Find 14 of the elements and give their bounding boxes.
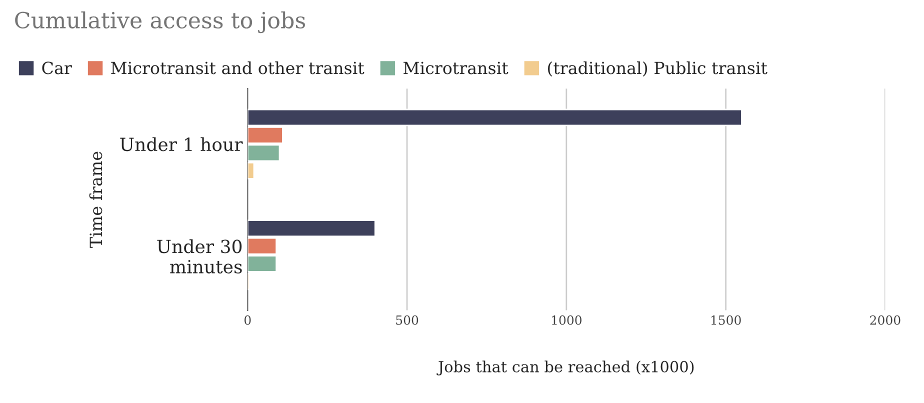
x-tick-label: 1500 bbox=[711, 315, 741, 325]
legend-label: Microtransit and other transit bbox=[111, 61, 364, 74]
x-axis-title: Jobs that can be reached (x1000) bbox=[436, 360, 694, 376]
x-tick-label: 0 bbox=[244, 315, 251, 325]
legend-label: (traditional) Public transit bbox=[548, 61, 768, 77]
x-tick-label: 2000 bbox=[870, 315, 900, 325]
legend-label: Microtransit bbox=[404, 62, 508, 74]
chart-title: Cumulative access to jobs bbox=[15, 11, 306, 34]
legend-label: Car bbox=[42, 62, 72, 74]
y-axis-title: Time frame bbox=[89, 152, 102, 248]
x-tick-label: 500 bbox=[396, 315, 418, 325]
x-tick-label: 1000 bbox=[552, 315, 582, 325]
y-tick-label: Under 30 minutes bbox=[157, 239, 242, 274]
y-tick-label: Under 1 hour bbox=[120, 137, 243, 152]
